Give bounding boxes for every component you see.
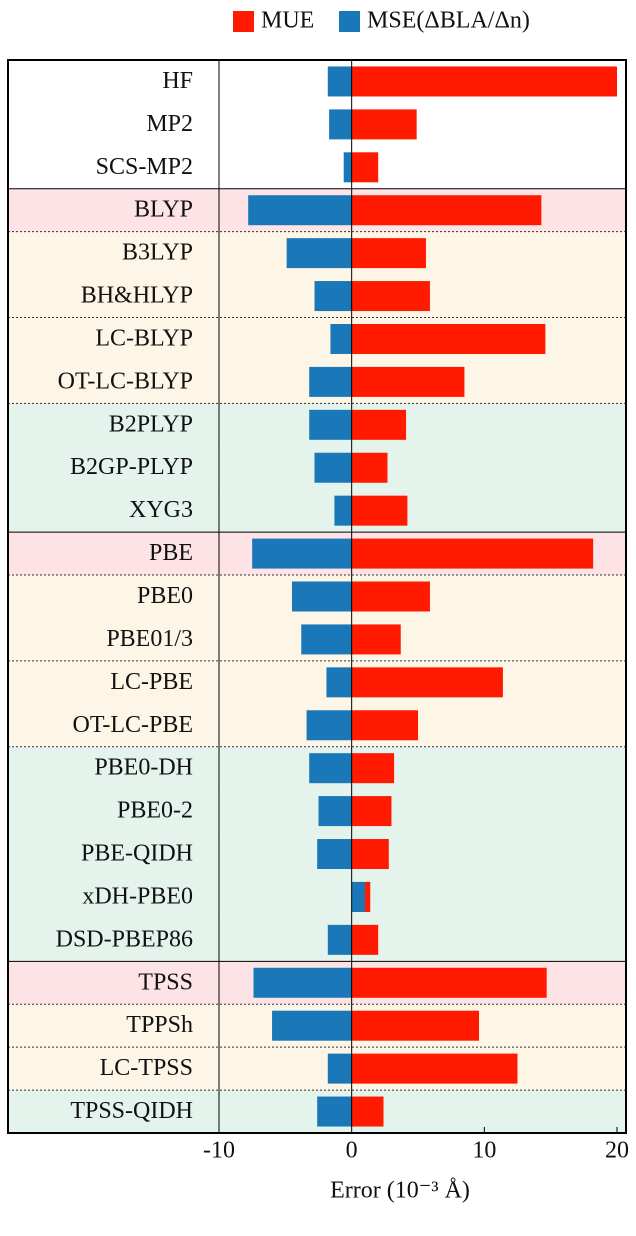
y-tick-label: PBE-QIDH <box>81 841 193 867</box>
row-band <box>8 660 626 704</box>
bar <box>291 581 352 612</box>
y-tick-label: B2PLYP <box>109 411 193 437</box>
y-tick-label: TPSS <box>138 969 193 995</box>
row-band <box>8 789 626 833</box>
bar <box>351 1096 384 1127</box>
bar <box>351 366 465 397</box>
bar <box>351 152 379 183</box>
y-tick-label: MP2 <box>146 111 193 137</box>
bar <box>351 796 392 827</box>
y-tick-label: LC-TPSS <box>100 1055 193 1081</box>
bar <box>351 710 418 741</box>
bar <box>248 195 352 226</box>
y-tick-label: LC-PBE <box>110 669 193 695</box>
bar <box>351 66 617 97</box>
y-tick-label: SCS-MP2 <box>96 154 193 180</box>
x-tick-label: 20 <box>605 1138 629 1164</box>
y-tick-label: OT-LC-BLYP <box>58 368 193 394</box>
x-tick-label: 10 <box>472 1138 496 1164</box>
row-band <box>8 918 626 962</box>
bar <box>351 667 503 698</box>
bar <box>351 409 407 440</box>
bar <box>351 323 546 354</box>
row-band <box>8 832 626 876</box>
y-tick-label: BLYP <box>134 197 193 223</box>
bar <box>309 409 352 440</box>
bar <box>334 495 352 526</box>
bar <box>351 967 547 998</box>
bar <box>327 66 352 97</box>
bar <box>351 238 426 269</box>
bar <box>351 452 388 483</box>
y-tick-label: PBE01/3 <box>106 626 193 652</box>
legend-swatch <box>233 11 254 32</box>
bar <box>351 624 401 655</box>
bar <box>272 1010 352 1041</box>
row-band <box>8 102 626 146</box>
y-tick-label: PBE0-2 <box>117 798 193 824</box>
bar <box>314 281 352 312</box>
bar <box>351 281 430 312</box>
y-tick-label: xDH-PBE0 <box>82 883 193 909</box>
bar <box>351 1053 518 1084</box>
bar <box>326 667 352 698</box>
y-tick-label: TPSS-QIDH <box>70 1098 193 1124</box>
y-tick-label: B2GP-PLYP <box>70 454 193 480</box>
bar <box>309 366 352 397</box>
legend-swatch <box>339 11 360 32</box>
legend-label: MUE <box>261 8 314 34</box>
bar <box>330 323 352 354</box>
x-tick-label: 0 <box>346 1138 358 1164</box>
bar <box>329 109 352 140</box>
bar <box>351 839 389 870</box>
bar <box>327 1053 352 1084</box>
bar <box>317 1096 352 1127</box>
plot-frame <box>7 59 627 1134</box>
bar <box>351 1010 480 1041</box>
bar <box>301 624 352 655</box>
bar <box>253 967 352 998</box>
y-tick-label: XYG3 <box>129 497 193 523</box>
bar <box>351 753 395 784</box>
legend-label: MSE(ΔBLA/Δn) <box>367 8 530 34</box>
row-band <box>8 875 626 919</box>
bar <box>351 924 379 955</box>
bar <box>286 238 352 269</box>
bar <box>309 753 352 784</box>
y-tick-label: LC-BLYP <box>95 325 193 351</box>
bar <box>314 452 352 483</box>
y-tick-label: TPPSh <box>126 1012 193 1038</box>
y-tick-label: PBE0-DH <box>94 755 193 781</box>
bar <box>343 152 352 183</box>
row-band <box>8 489 626 533</box>
y-tick-label: PBE <box>149 540 193 566</box>
bar <box>351 581 430 612</box>
row-band <box>8 145 626 189</box>
y-tick-label: HF <box>162 68 193 94</box>
y-tick-label: DSD-PBEP86 <box>56 926 193 952</box>
y-tick-label: B3LYP <box>122 240 193 266</box>
y-tick-label: OT-LC-PBE <box>73 712 193 738</box>
bar <box>327 924 352 955</box>
row-band <box>8 1090 626 1133</box>
bar <box>351 881 365 912</box>
bar <box>351 538 594 569</box>
bar <box>351 495 408 526</box>
bar <box>317 839 352 870</box>
bar <box>252 538 352 569</box>
x-axis-title: Error (10⁻³ Å) <box>330 1178 470 1204</box>
row-band <box>8 1047 626 1091</box>
x-tick-label: -10 <box>203 1138 235 1164</box>
y-tick-label: BH&HLYP <box>81 283 193 309</box>
bar <box>318 796 352 827</box>
bar <box>351 195 542 226</box>
bar <box>351 109 417 140</box>
bar <box>306 710 352 741</box>
y-tick-label: PBE0 <box>137 583 193 609</box>
